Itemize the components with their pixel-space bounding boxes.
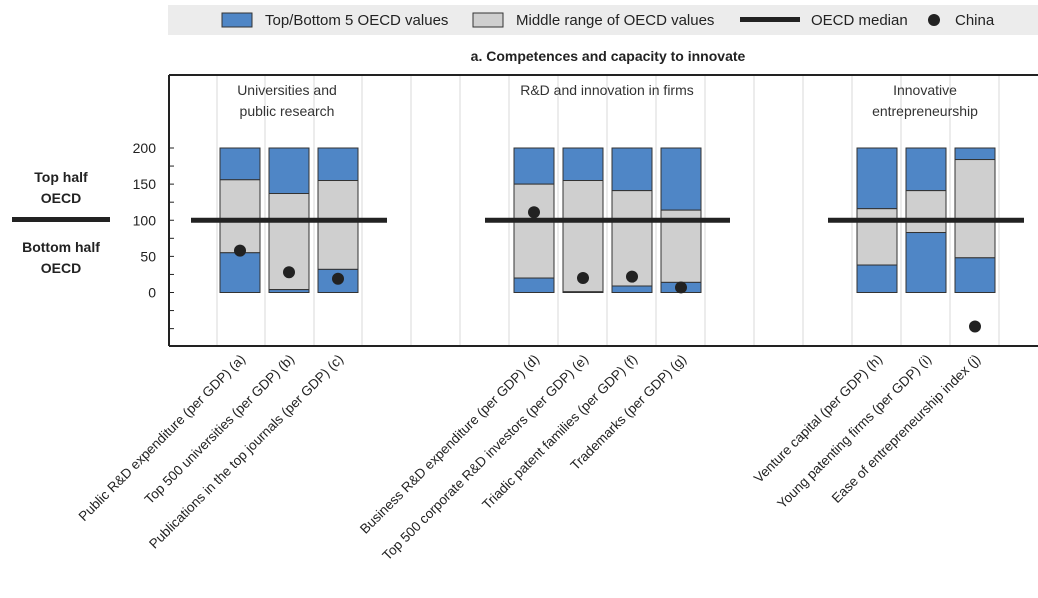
- bar-top5: [611, 147, 653, 192]
- group-label: R&D and innovation in firms: [520, 82, 694, 98]
- bar-middle-range: [317, 180, 359, 270]
- china-marker: [283, 266, 295, 279]
- china-marker: [626, 270, 638, 283]
- plot-area: Universities and public research R&D and i…: [168, 74, 1038, 347]
- y-tick-label: 150: [133, 176, 157, 192]
- bar-bottom5: [905, 232, 947, 293]
- bar-bottom5: [856, 264, 898, 294]
- side-label-top-half: OECD: [41, 190, 81, 206]
- oecd-median-line: [485, 217, 730, 223]
- bar-bottom5: [513, 277, 555, 293]
- chart-title: a. Competences and capacity to innovate: [471, 48, 746, 64]
- bar-bottom5: [954, 257, 996, 294]
- bar-top5: [562, 147, 604, 182]
- china-marker: [969, 320, 981, 333]
- legend-background: [168, 5, 1038, 35]
- bar-middle-range: [856, 208, 898, 266]
- bar-top5: [660, 147, 702, 211]
- bar-bottom5: [611, 285, 653, 293]
- y-axis: 0 50 100 150 200: [133, 140, 174, 330]
- china-marker: [577, 272, 589, 285]
- category-label: Publications in the top journals (per GD…: [146, 352, 346, 552]
- side-label-bottom-half: Bottom half: [22, 239, 100, 255]
- category-label: Top 500 corporate R&D investors (per GDP…: [379, 352, 591, 564]
- group-label: public research: [240, 103, 335, 119]
- bar-middle-range: [905, 190, 947, 234]
- y-tick-label: 50: [140, 248, 156, 264]
- category-label: Business R&D expenditure (per GDP) (d): [357, 352, 542, 537]
- legend-label: Middle range of OECD values: [516, 12, 714, 29]
- side-divider: [12, 217, 110, 222]
- category-label: Public R&D expenditure (per GDP) (a): [76, 352, 248, 524]
- legend: Top/Bottom 5 OECD values Middle range of …: [221, 12, 995, 29]
- side-labels: Top half OECD Bottom half OECD: [12, 169, 110, 276]
- bar-top5: [954, 147, 996, 161]
- bar-middle-range: [611, 190, 653, 287]
- bar-top5: [268, 147, 310, 195]
- oecd-median-line: [191, 217, 387, 223]
- side-label-top-half: Top half: [34, 169, 88, 185]
- china-marker: [234, 244, 246, 257]
- bar-bottom5: [562, 291, 604, 293]
- y-tick-label: 200: [133, 140, 157, 156]
- legend-swatch: [472, 12, 504, 28]
- group-label: Innovative: [893, 82, 957, 98]
- legend-label: China: [955, 12, 995, 29]
- bar-top5: [219, 147, 261, 181]
- bar-bottom5: [268, 289, 310, 293]
- x-axis-labels: Public R&D expenditure (per GDP) (a) Top …: [76, 352, 983, 564]
- bar-middle-range: [513, 183, 555, 279]
- y-tick-label: 100: [133, 212, 157, 228]
- bar-top5: [905, 147, 947, 192]
- bar-top5: [856, 147, 898, 210]
- group-label: Universities and: [237, 82, 337, 98]
- legend-swatch: [740, 17, 800, 22]
- bar-top5: [317, 147, 359, 182]
- bar-middle-range: [219, 179, 261, 254]
- group-label: entrepreneurship: [872, 103, 978, 119]
- oecd-median-line: [828, 217, 1024, 223]
- china-marker: [528, 206, 540, 219]
- legend-swatch: [221, 12, 253, 28]
- china-marker: [332, 272, 344, 285]
- y-tick-label: 0: [148, 285, 156, 301]
- bar-bottom5: [219, 252, 261, 293]
- legend-swatch: [928, 14, 940, 26]
- legend-label: OECD median: [811, 12, 908, 29]
- china-marker: [675, 281, 687, 294]
- bar-top5: [513, 147, 555, 185]
- legend-label: Top/Bottom 5 OECD values: [265, 12, 448, 29]
- bar-middle-range: [954, 159, 996, 259]
- side-label-bottom-half: OECD: [41, 260, 81, 276]
